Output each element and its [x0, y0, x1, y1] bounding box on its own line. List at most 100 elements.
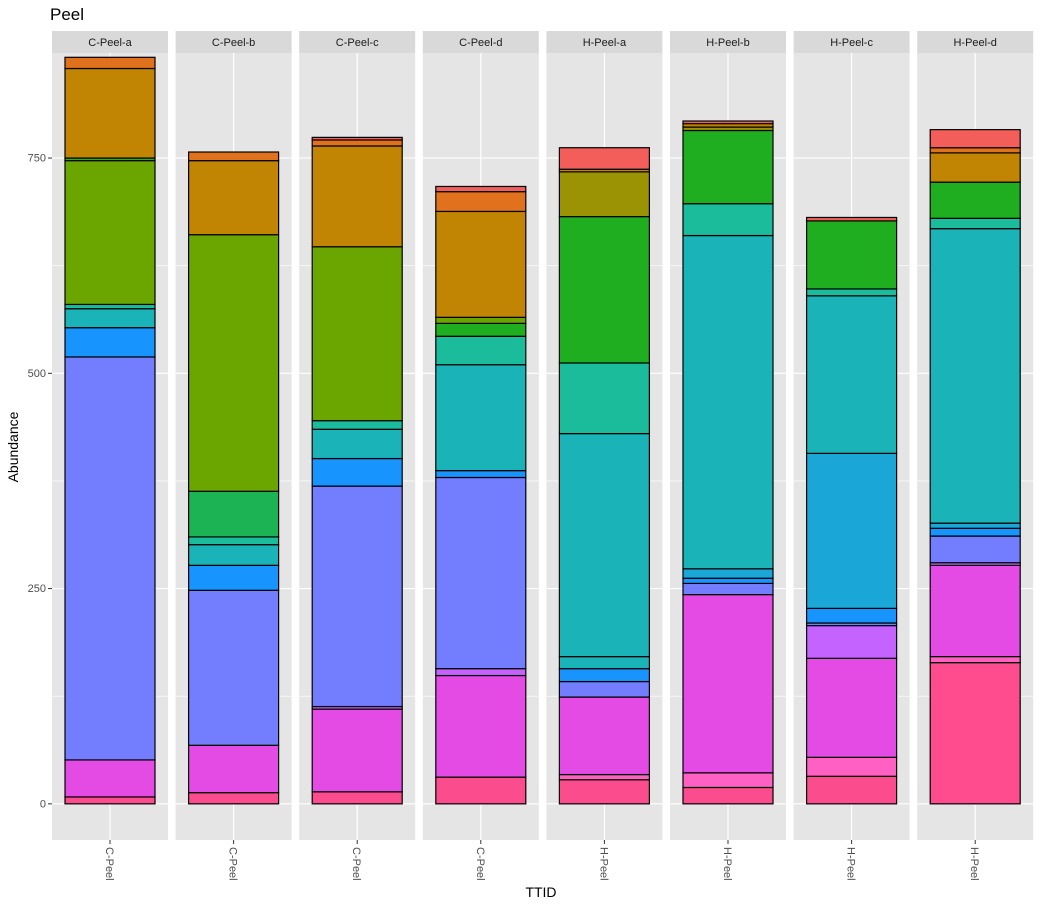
- x-tick-label: H-Peel: [597, 847, 609, 881]
- bar-segment: [311, 428, 403, 460]
- facet-strip: [422, 31, 539, 53]
- facet-panel: H-Peel-d H-Peel: [917, 31, 1034, 881]
- facet-strip-label: C-Peel-a: [88, 37, 132, 49]
- bar-segment: [188, 589, 280, 746]
- bar-segment: [805, 216, 898, 222]
- bar-segment: [435, 668, 527, 677]
- bar-segment: [682, 577, 774, 585]
- panels-layer: C-Peel-a C-Peel C-Peel-b C-Peel C-Peel-c C-Pe…: [52, 31, 1034, 881]
- facet-strip: [546, 31, 663, 53]
- y-tick-label: 250: [28, 583, 46, 595]
- x-tick-label: C-Peel: [474, 847, 486, 881]
- bar-segment: [682, 786, 774, 805]
- bar-segment: [64, 356, 156, 761]
- facet-strip-label: C-Peel-b: [212, 37, 255, 49]
- bar-segment: [435, 185, 527, 193]
- y-tick-label: 0: [40, 798, 46, 810]
- bar-segment: [805, 288, 898, 297]
- bar-segment: [188, 490, 280, 538]
- bar-segment: [64, 759, 156, 798]
- bar-segment: [435, 322, 527, 337]
- bar-segment: [311, 485, 403, 708]
- y-axis-label: Abundance: [5, 411, 21, 482]
- bar-segment: [435, 210, 527, 318]
- bar-segment: [805, 756, 898, 777]
- y-axis: 0 250 500 750: [28, 153, 52, 810]
- bar-segment: [929, 152, 1021, 183]
- bar-segment: [805, 775, 898, 805]
- bar-segment: [558, 147, 651, 170]
- bar-segment: [435, 674, 527, 778]
- bar-segment: [929, 535, 1021, 564]
- bar-segment: [435, 316, 527, 324]
- bar-segment: [805, 295, 898, 454]
- bar-segment: [805, 220, 898, 290]
- bar-segment: [929, 228, 1021, 524]
- bar-segment: [805, 607, 898, 624]
- x-tick-label: H-Peel: [845, 847, 857, 881]
- bar-segment: [558, 171, 651, 218]
- facet-panel: C-Peel-a C-Peel: [52, 31, 168, 881]
- bar-segment: [682, 203, 774, 237]
- x-tick-label: C-Peel: [103, 847, 115, 881]
- bar-segment: [188, 564, 280, 591]
- bar-segment: [311, 145, 403, 248]
- x-tick-label: C-Peel: [227, 847, 239, 881]
- facet-strip-label: C-Peel-d: [459, 37, 502, 49]
- bar-segment: [188, 544, 280, 566]
- x-axis-label: TTID: [525, 884, 556, 900]
- bar-segment: [805, 624, 898, 659]
- facet-strip-label: H-Peel-c: [830, 37, 873, 49]
- bar-segment: [64, 303, 156, 310]
- bar-segment: [188, 160, 280, 236]
- bar-segment: [929, 564, 1021, 658]
- bar-segment: [435, 335, 527, 366]
- bar-segment: [188, 744, 280, 794]
- bar-segment: [435, 476, 527, 670]
- bar-segment: [929, 129, 1021, 149]
- bar-segment: [188, 536, 280, 546]
- facet-strip: [670, 31, 786, 53]
- bar-segment: [558, 773, 651, 781]
- bar-segment: [929, 527, 1021, 537]
- x-tick-label: H-Peel: [968, 847, 980, 881]
- bar-segment: [435, 470, 527, 479]
- bar-segment: [805, 452, 898, 609]
- bar-segment: [188, 234, 280, 492]
- bar-segment: [558, 696, 651, 776]
- bar-segment: [311, 420, 403, 430]
- facet-strip-label: H-Peel-d: [953, 37, 996, 49]
- facet-panel: C-Peel-b C-Peel: [175, 31, 292, 881]
- bar-segment: [311, 136, 403, 141]
- bar-segment: [188, 151, 280, 162]
- bar-segment: [558, 362, 651, 435]
- chart-title: Peel: [50, 5, 84, 24]
- facet-strip: [299, 31, 416, 53]
- facet-strip: [175, 31, 292, 53]
- bar-segment: [929, 181, 1021, 219]
- facet-panel: C-Peel-d C-Peel: [422, 31, 539, 881]
- bar-segment: [929, 662, 1021, 805]
- y-tick-label: 750: [28, 153, 46, 165]
- bar-segment: [311, 457, 403, 487]
- bar-segment: [682, 582, 774, 596]
- bar-segment: [558, 655, 651, 670]
- facet-strip-label: H-Peel-a: [583, 37, 627, 49]
- y-tick-label: 500: [28, 368, 46, 380]
- facet-strip-label: C-Peel-c: [336, 37, 379, 49]
- facet-strip: [52, 31, 168, 53]
- x-tick-label: H-Peel: [721, 847, 733, 881]
- bar-segment: [929, 217, 1021, 230]
- bar-segment: [558, 432, 651, 658]
- bar-segment: [558, 680, 651, 698]
- bar-segment: [64, 327, 156, 358]
- bar-segment: [64, 67, 156, 159]
- facet-panel: H-Peel-c H-Peel: [793, 31, 910, 881]
- bar-segment: [64, 56, 156, 70]
- facet-panel: H-Peel-a H-Peel: [546, 31, 663, 881]
- bar-segment: [435, 776, 527, 805]
- bar-segment: [188, 792, 280, 805]
- bar-segment: [682, 772, 774, 789]
- x-tick-label: C-Peel: [350, 847, 362, 881]
